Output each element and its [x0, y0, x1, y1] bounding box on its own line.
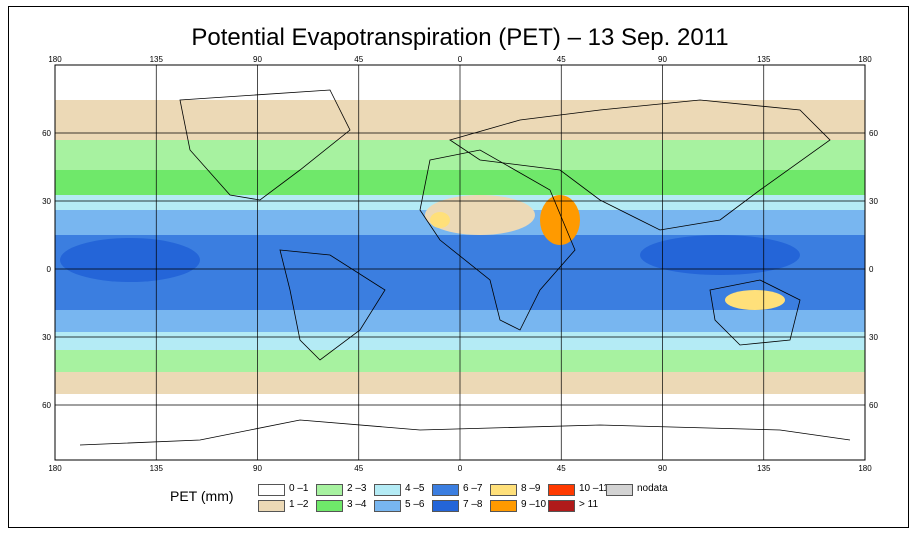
bottom-lon-tick: 135 [757, 464, 771, 473]
top-lon-tick: 135 [150, 55, 164, 64]
hot-pacific-east [60, 238, 200, 282]
sahara-region [425, 195, 535, 235]
top-lon-tick: 90 [658, 55, 667, 64]
map-border [54, 64, 866, 461]
legend-label: 8 –9 [521, 483, 541, 494]
right-lat-tick: 0 [869, 265, 874, 274]
left-lat-tick: 60 [42, 129, 51, 138]
top-lon-tick: 180 [858, 55, 872, 64]
legend-swatch [548, 484, 575, 496]
legend-label: 9 –10 [521, 499, 547, 510]
legend-swatch [258, 484, 285, 496]
bottom-lon-tick: 45 [354, 464, 363, 473]
legend-label: 0 –1 [289, 483, 309, 494]
graticule [55, 65, 865, 460]
legend-swatch [258, 500, 285, 512]
legend-label: 10 –11 [579, 483, 609, 494]
bottom-lon-tick: 45 [557, 464, 566, 473]
bottom-lon-tick: 0 [458, 464, 463, 473]
top-lon-tick: 0 [458, 55, 463, 64]
coastline-south-america [279, 249, 386, 361]
axis-ticks: 180 180 135 135 90 90 45 45 0 0 45 45 90 90 135 135 180 1… [42, 55, 878, 473]
top-lon-tick: 180 [48, 55, 62, 64]
right-lat-tick: 30 [869, 197, 878, 206]
top-lon-tick: 90 [253, 55, 262, 64]
bottom-lon-tick: 135 [150, 464, 164, 473]
bottom-lon-tick: 90 [253, 464, 262, 473]
legend-swatch [374, 484, 401, 496]
legend-label: nodata [637, 483, 668, 494]
left-lat-tick: 60 [42, 401, 51, 410]
hot-pacific-west [640, 235, 800, 275]
legend-swatch [548, 500, 575, 512]
coastline-antarctica [79, 419, 851, 446]
coastline-africa [419, 149, 576, 331]
legend-swatch [432, 484, 459, 496]
legend-label: 6 –7 [463, 483, 483, 494]
legend-label: 7 –8 [463, 499, 483, 510]
right-lat-tick: 30 [869, 333, 878, 342]
bottom-lon-tick: 180 [48, 464, 62, 473]
bottom-lon-tick: 180 [858, 464, 872, 473]
top-lon-tick: 135 [757, 55, 771, 64]
bottom-lon-tick: 90 [658, 464, 667, 473]
top-lon-tick: 45 [354, 55, 363, 64]
legend-swatch [490, 500, 517, 512]
legend-label: 1 –2 [289, 499, 309, 510]
left-lat-tick: 30 [42, 197, 51, 206]
coastline-north-america [179, 89, 351, 201]
legend-swatch [432, 500, 459, 512]
legend-swatch [490, 484, 517, 496]
legend-title: PET (mm) [170, 488, 234, 504]
left-lat-tick: 0 [47, 265, 52, 274]
legend-swatch [374, 500, 401, 512]
map-title: Potential Evapotranspiration (PET) – 13 … [191, 24, 729, 51]
legend-swatch [316, 500, 343, 512]
right-lat-tick: 60 [869, 129, 878, 138]
coastline-australia [709, 279, 801, 346]
legend-label: 3 –4 [347, 499, 367, 510]
legend-label: 2 –3 [347, 483, 367, 494]
legend-label: 5 –6 [405, 499, 425, 510]
legend-swatch [316, 484, 343, 496]
australia-hot [725, 290, 785, 310]
top-lon-tick: 45 [557, 55, 566, 64]
legend-label: 4 –5 [405, 483, 425, 494]
left-lat-tick: 30 [42, 333, 51, 342]
arabia-hot [540, 195, 580, 245]
sahel-hot [430, 212, 450, 228]
legend-swatch [606, 484, 633, 496]
right-lat-tick: 60 [869, 401, 878, 410]
coastline-eurasia [449, 99, 831, 231]
legend-label: > 11 [579, 499, 598, 510]
